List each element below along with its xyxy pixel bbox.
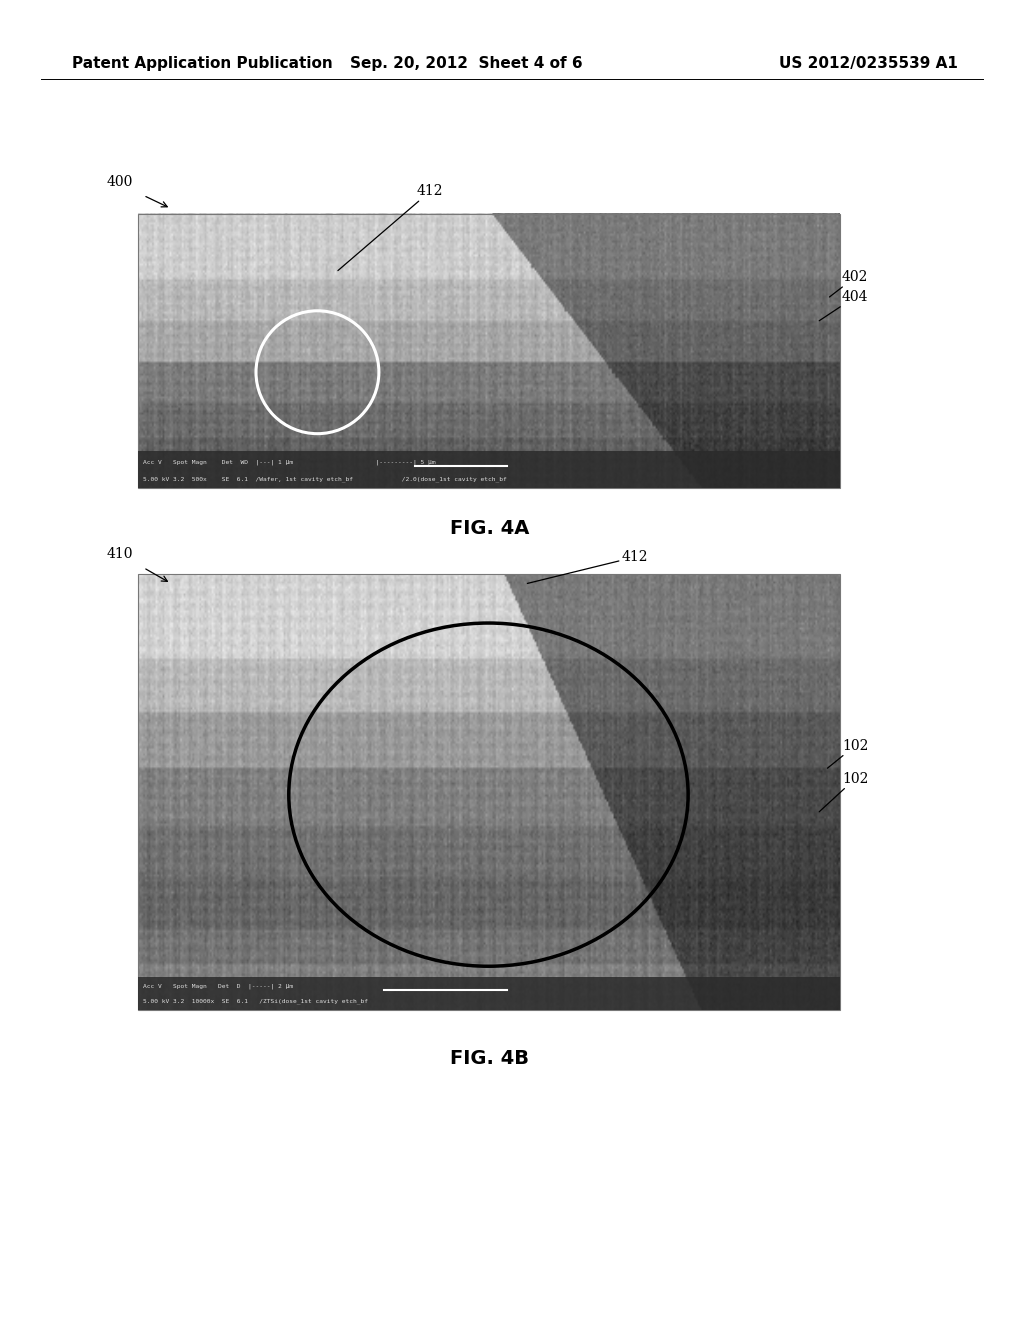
Text: Sep. 20, 2012  Sheet 4 of 6: Sep. 20, 2012 Sheet 4 of 6	[349, 55, 583, 71]
Text: 410: 410	[106, 546, 133, 561]
Bar	[138, 451, 840, 488]
Text: 5.00 kV 3.2  500x    SE  6.1  /Wafer, 1st cavity etch_bf             /2.0(dose_1: 5.00 kV 3.2 500x SE 6.1 /Wafer, 1st cavi…	[143, 477, 507, 482]
Text: 412: 412	[527, 550, 648, 583]
Text: 102: 102	[819, 772, 868, 812]
Text: 5.00 kV 3.2  10000x  SE  6.1   /ZTSi(dose_1st cavity etch_bf: 5.00 kV 3.2 10000x SE 6.1 /ZTSi(dose_1st…	[143, 999, 369, 1005]
Text: 404: 404	[819, 290, 868, 321]
Text: 400: 400	[106, 174, 133, 189]
Text: Acc V   Spot Magn    Det  WD  |---| 1 μm                      |---------| 5 μm: Acc V Spot Magn Det WD |---| 1 μm |-----…	[143, 459, 436, 465]
Bar	[138, 574, 840, 1010]
Bar	[138, 977, 840, 1010]
Text: 102: 102	[827, 739, 868, 768]
Text: 412: 412	[338, 185, 443, 271]
Text: Patent Application Publication: Patent Application Publication	[72, 55, 333, 71]
Text: FIG. 4B: FIG. 4B	[450, 1049, 529, 1068]
Text: Acc V   Spot Magn   Det  D  |-----| 2 μm: Acc V Spot Magn Det D |-----| 2 μm	[143, 983, 293, 990]
Text: FIG. 4A: FIG. 4A	[450, 519, 529, 537]
Text: 402: 402	[829, 271, 868, 297]
Bar	[138, 214, 840, 488]
Text: US 2012/0235539 A1: US 2012/0235539 A1	[778, 55, 957, 71]
